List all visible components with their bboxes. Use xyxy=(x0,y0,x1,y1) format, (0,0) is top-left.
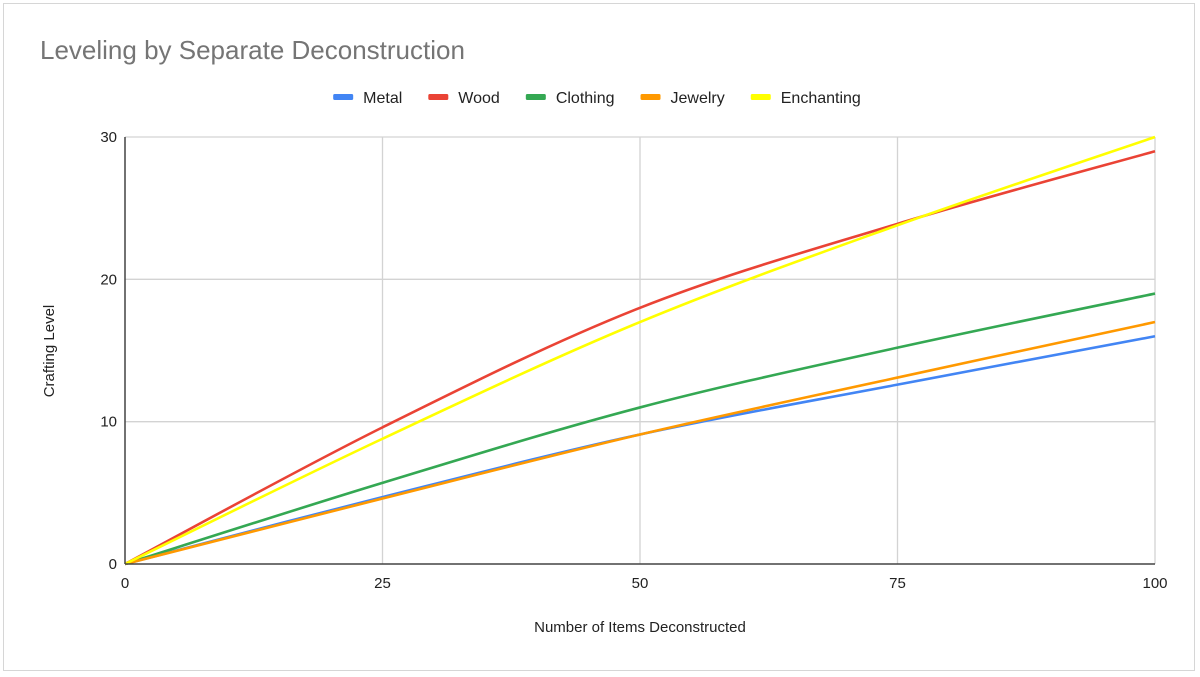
legend-item-metal[interactable]: Metal xyxy=(333,90,402,107)
legend-label: Clothing xyxy=(556,90,615,107)
legend-swatch xyxy=(750,94,771,100)
chart-title: Leveling by Separate Deconstruction xyxy=(40,35,465,65)
legend-label: Wood xyxy=(458,90,500,107)
x-tick-label: 25 xyxy=(374,575,391,592)
chart-card xyxy=(3,3,1195,671)
legend-item-jewelry[interactable]: Jewelry xyxy=(640,90,725,107)
legend-item-wood[interactable]: Wood xyxy=(428,90,500,107)
legend-item-enchanting[interactable]: Enchanting xyxy=(750,90,861,107)
legend[interactable]: Metal Wood Clothing Jewelry Enchanting xyxy=(333,90,861,107)
x-tick-label: 0 xyxy=(121,575,129,592)
series-line-wood xyxy=(124,149,1156,566)
x-tick-label: 75 xyxy=(889,575,906,592)
legend-label: Enchanting xyxy=(781,90,861,107)
legend-swatch xyxy=(333,94,354,100)
legend-swatch xyxy=(640,94,661,100)
x-tick-label: 50 xyxy=(632,575,649,592)
legend-swatch xyxy=(428,94,449,100)
axes: 0 10 20 30 0 25 50 75 100 xyxy=(100,129,1167,592)
y-tick-label: 30 xyxy=(100,129,117,146)
series-line-jewelry xyxy=(124,320,1156,566)
x-axis-label: Number of Items Deconstructed xyxy=(534,619,746,636)
series-lines xyxy=(124,135,1156,566)
legend-item-clothing[interactable]: Clothing xyxy=(525,90,615,107)
legend-label: Metal xyxy=(363,90,402,107)
gridlines xyxy=(125,136,1156,564)
legend-label: Jewelry xyxy=(671,90,725,107)
y-tick-label: 0 xyxy=(109,556,117,573)
y-axis-label: Crafting Level xyxy=(41,305,58,398)
legend-swatch xyxy=(525,94,546,100)
y-tick-label: 10 xyxy=(100,414,117,431)
y-tick-label: 20 xyxy=(100,271,117,288)
x-tick-label: 100 xyxy=(1142,575,1167,592)
series-line-clothing xyxy=(124,292,1156,566)
series-line-enchanting xyxy=(124,135,1156,566)
